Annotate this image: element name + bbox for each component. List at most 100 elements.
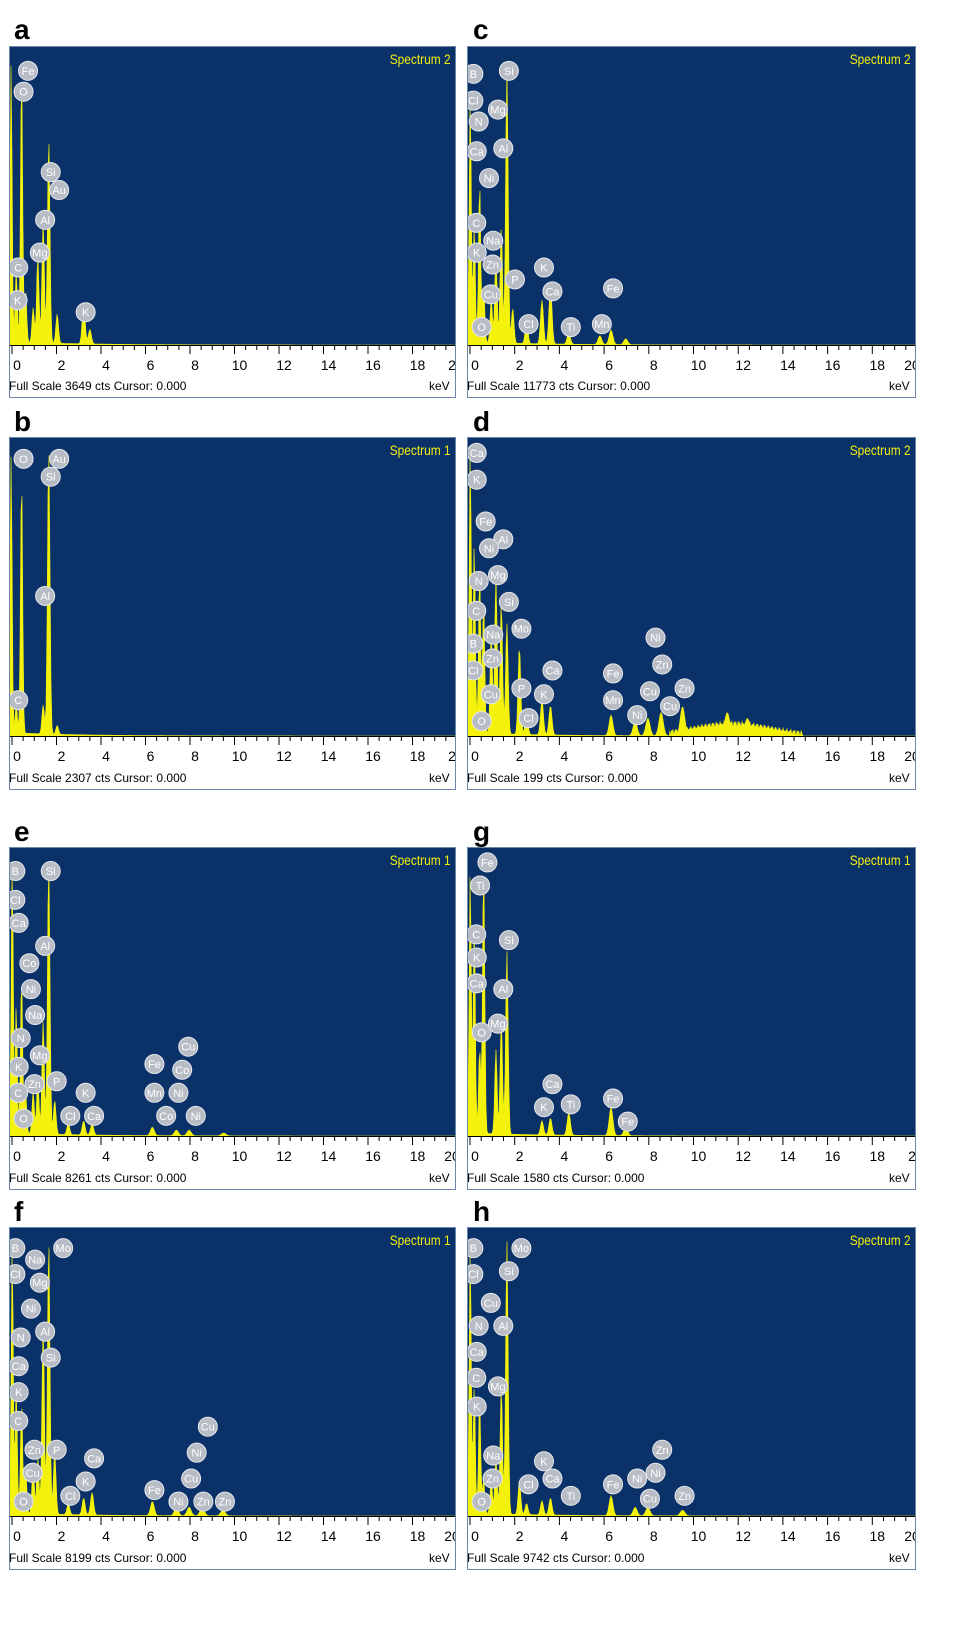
peak-label-badge (468, 973, 487, 994)
peak-label-text: Cl (468, 665, 478, 677)
x-tick-label: 0 (13, 748, 21, 764)
x-tick-label: 4 (102, 748, 110, 764)
peak-label-badge (181, 1468, 202, 1489)
peak-label-cu: Cu (480, 1292, 501, 1313)
peak-label-text: Si (46, 866, 56, 878)
peak-label-text: B (470, 1243, 477, 1255)
peak-label-badge (10, 1264, 26, 1285)
peak-label-o: O (471, 1491, 492, 1512)
peak-label-co: Co (156, 1105, 177, 1126)
peak-label-badge (25, 1005, 46, 1026)
peak-label-text: Cl (65, 1491, 75, 1503)
peak-label-k: K (468, 947, 487, 968)
peak-label-mn: Mn (144, 1082, 165, 1103)
peak-label-text: Si (504, 1266, 514, 1278)
peak-label-zn: Zn (482, 254, 503, 275)
peak-label-badge (468, 212, 487, 233)
peak-label-text: Ca (470, 146, 485, 158)
peak-label-badge (40, 162, 61, 183)
peak-label-fe: Fe (477, 852, 498, 873)
peak-label-badge (49, 448, 70, 469)
peak-label-badge (504, 269, 525, 290)
peak-label-text: Zn (219, 1497, 232, 1509)
peak-label-text: Ca (545, 1474, 560, 1486)
peak-label-text: Cl (468, 1269, 478, 1281)
peak-label-badge (168, 1491, 189, 1512)
x-tick-label: 14 (321, 748, 337, 764)
peak-label-text: C (472, 929, 480, 941)
peak-label-text: Ca (12, 918, 27, 930)
panel-frame (9, 1227, 456, 1570)
peak-label-text: Na (486, 630, 501, 642)
peak-label-k: K (468, 242, 487, 263)
spectrum-trace (468, 1241, 915, 1516)
peak-label-badge (480, 684, 501, 705)
peak-label-fe: Fe (603, 663, 624, 684)
peak-label-text: Ca (470, 448, 485, 460)
peak-label-ni: Ni (478, 168, 499, 189)
peak-label-fe: Fe (18, 60, 39, 81)
peak-label-ca: Ca (10, 1356, 29, 1377)
peak-label-cu: Cu (660, 696, 681, 717)
peak-label-badge (603, 1088, 624, 1109)
x-axis-unit: keV (429, 771, 450, 785)
peak-label-k: K (468, 1396, 487, 1417)
peak-label-text: Cu (26, 1468, 40, 1480)
peak-label-badge (660, 696, 681, 717)
peak-label-c: C (468, 924, 487, 945)
spectrum-plot-area: O Au Si Al C Spectrum 1 (10, 438, 455, 736)
x-tick-label: 14 (321, 357, 337, 373)
x-axis: 0 2 4 6 8 10 12 14 16 18 2 (10, 736, 455, 764)
peak-label-badge (498, 1261, 519, 1282)
peak-label-badge (468, 1264, 484, 1285)
peak-label-text: Zn (28, 1445, 41, 1457)
panel-frame (9, 437, 456, 790)
peak-label-mg: Mg (487, 565, 508, 586)
peak-label-badge (10, 1327, 31, 1348)
peak-label-text: Mn (605, 695, 620, 707)
peak-label-text: O (19, 1497, 28, 1509)
spectrum-svg: Fe Ti C Si K Ca Al O Mg Ca Ti Fe K Fe (468, 852, 915, 1136)
peak-label-badge (482, 1468, 503, 1489)
x-tick-label: 12 (735, 1528, 751, 1544)
x-tick-label: 6 (605, 357, 613, 373)
peak-label-badge (185, 1105, 206, 1126)
peak-label-badge (468, 63, 484, 84)
peak-label-ti: Ti (560, 317, 581, 338)
peak-label-badge (533, 257, 554, 278)
peak-label-fe: Fe (617, 1111, 638, 1132)
peak-label-zn: Zn (652, 1439, 673, 1460)
peak-label-badge (13, 1108, 34, 1129)
peak-label-badge (511, 1238, 532, 1259)
x-axis-unit: keV (889, 771, 910, 785)
peak-label-ca: Ca (542, 281, 563, 302)
peak-label-text: Cl (523, 319, 533, 331)
x-tick-label: 20 (904, 357, 915, 373)
x-tick-label: 0 (13, 1148, 21, 1164)
x-axis-unit: keV (429, 1551, 450, 1565)
x-tick-label: 6 (147, 1148, 155, 1164)
peak-label-text: Al (498, 984, 508, 996)
peak-label-ni: Ni (20, 979, 41, 1000)
peak-label-cl: Cl (518, 1474, 539, 1495)
peak-label-badge (197, 1416, 218, 1437)
x-tick-label: 20 (904, 748, 915, 764)
peak-label-text: O (477, 1497, 486, 1509)
peak-label-b: B (468, 1238, 484, 1259)
peak-label-badge (487, 99, 508, 120)
peak-label-text: Ca (545, 286, 560, 298)
peak-label-badge (40, 1347, 61, 1368)
peak-label-text: Cu (201, 1422, 215, 1434)
peak-label-text: Ca (545, 665, 560, 677)
peak-label-k: K (533, 1097, 554, 1118)
peak-label-badge (533, 684, 554, 705)
spectrum-svg: B Si Cl Mg N Al Ca Ni C Na K Zn K P Cu Ca Fe Cl Ti O Mn (468, 60, 915, 345)
peak-label-text: N (475, 576, 483, 588)
peak-label-mo: Mo (511, 618, 532, 639)
peak-label-badge (193, 1491, 214, 1512)
peak-label-badge (487, 1376, 508, 1397)
peak-label-ca: Ca (468, 973, 487, 994)
peak-label-text: O (477, 716, 486, 728)
x-tick-label: 6 (605, 748, 613, 764)
